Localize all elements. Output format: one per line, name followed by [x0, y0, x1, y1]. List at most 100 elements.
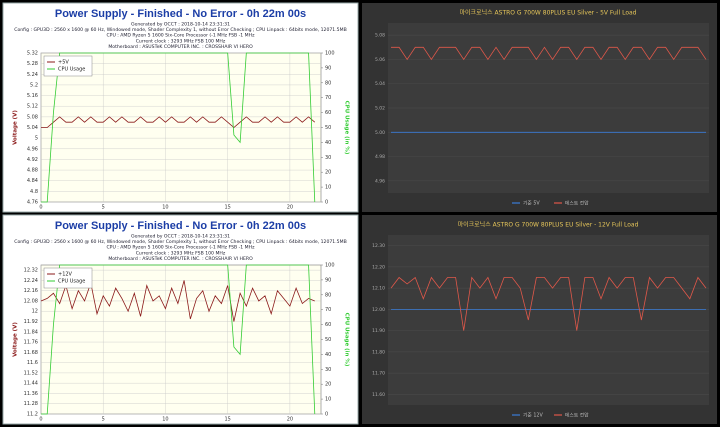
y-tick-label: 11.90 — [372, 328, 385, 334]
y2-tick-label: 0 — [325, 412, 328, 418]
legend-label: CPU Usage — [58, 279, 85, 285]
y-tick-label: 11.52 — [24, 370, 38, 376]
y-axis-label: Voltage (V) — [13, 110, 19, 145]
info-line: Generated by OCCT : 2018-10-14 23:31:31 — [131, 234, 230, 240]
info-line: Motherboard : ASUSTeK COMPUTER INC. : CR… — [108, 44, 253, 50]
y-tick-label: 12.32 — [24, 268, 38, 274]
y2-tick-label: 20 — [325, 382, 331, 388]
y2-axis-label: CPU Usage (in %) — [344, 313, 350, 367]
x-tick-label: 15 — [224, 417, 230, 423]
legend-label: 테스트 전압 — [565, 412, 589, 419]
y2-tick-label: 100 — [325, 51, 335, 57]
data-line — [41, 264, 316, 415]
chart-panel: 마이크로닉스 ASTRO G 700W 80PLUS EU Silver - 5… — [362, 3, 717, 212]
chart-title: Power Supply - Finished - No Error - 0h … — [55, 8, 306, 20]
y-tick-label: 5.08 — [27, 114, 38, 120]
y-tick-label: 12.24 — [24, 278, 38, 284]
x-tick-label: 0 — [39, 205, 42, 211]
y2-tick-label: 50 — [325, 125, 331, 131]
info-line: Current clock : 3293 MHz FSB 100 MHz — [136, 38, 226, 44]
y-tick-label: 5.08 — [375, 33, 385, 39]
y-tick-label: 11.76 — [24, 340, 38, 346]
y-tick-label: 11.28 — [24, 401, 38, 407]
chart-panel: Power Supply - Finished - No Error - 0h … — [2, 2, 359, 213]
y-tick-label: 5 — [35, 136, 38, 142]
y2-tick-label: 40 — [325, 140, 331, 146]
y-tick-label: 4.96 — [375, 178, 385, 184]
y-tick-label: 12.16 — [24, 288, 38, 294]
info-line: CPU : AMD Ryzen 5 1600 Six-Core Processo… — [106, 33, 255, 39]
data-line — [41, 52, 316, 203]
y-tick-label: 4.84 — [27, 178, 38, 184]
y-tick-label: 11.36 — [24, 391, 38, 397]
y-tick-label: 11.92 — [24, 319, 38, 325]
chart-panel: 마이크로닉스 ASTRO G 700W 80PLUS EU Silver - 1… — [362, 215, 717, 424]
y-tick-label: 11.6 — [27, 360, 38, 366]
y-tick-label: 11.84 — [24, 329, 38, 335]
x-tick-label: 0 — [39, 417, 42, 423]
x-tick-label: 10 — [162, 205, 168, 211]
y-tick-label: 11.70 — [372, 371, 385, 377]
y2-tick-label: 0 — [325, 200, 328, 206]
legend-label: 테스트 전압 — [565, 200, 589, 207]
legend-label: +12V — [58, 272, 73, 278]
legend-box — [43, 267, 93, 289]
legend-box — [43, 55, 93, 77]
y2-tick-label: 30 — [325, 367, 331, 373]
y-tick-label: 5.02 — [375, 106, 385, 112]
y-tick-label: 5.16 — [27, 93, 38, 99]
y-tick-label: 12.10 — [372, 286, 385, 292]
y-tick-label: 12.20 — [372, 264, 385, 270]
y-tick-label: 4.96 — [27, 146, 38, 152]
y2-tick-label: 60 — [325, 322, 331, 328]
y-tick-label: 11.60 — [372, 392, 385, 398]
legend-label: +5V — [58, 60, 69, 66]
y-tick-label: 12 — [32, 309, 38, 315]
y2-tick-label: 40 — [325, 352, 331, 358]
y-tick-label: 11.68 — [24, 350, 38, 356]
x-tick-label: 20 — [287, 417, 293, 423]
y-tick-label: 12.30 — [372, 243, 385, 249]
y-tick-label: 11.80 — [372, 349, 385, 355]
y-tick-label: 11.2 — [27, 412, 38, 418]
y-tick-label: 5.28 — [27, 61, 38, 67]
y-tick-label: 4.88 — [27, 168, 38, 174]
y2-tick-label: 10 — [325, 397, 331, 403]
y2-tick-label: 90 — [325, 65, 331, 71]
data-line — [41, 116, 316, 129]
chart-title: 마이크로닉스 ASTRO G 700W 80PLUS EU Silver - 5… — [460, 9, 637, 17]
y2-tick-label: 100 — [325, 263, 335, 269]
y-tick-label: 5.06 — [375, 57, 385, 63]
y2-tick-label: 20 — [325, 170, 331, 176]
chart-panel: Power Supply - Finished - No Error - 0h … — [2, 214, 359, 425]
y2-axis-label: CPU Usage (in %) — [344, 101, 350, 155]
chart-title: Power Supply - Finished - No Error - 0h … — [55, 220, 306, 232]
y2-tick-label: 80 — [325, 292, 331, 298]
data-line — [390, 276, 707, 331]
x-tick-label: 5 — [102, 417, 105, 423]
y-tick-label: 11.44 — [24, 381, 38, 387]
y-tick-label: 12.00 — [372, 307, 385, 313]
info-line: Current clock : 3293 MHz FSB 100 MHz — [136, 250, 226, 256]
info-line: Config : GPU3D : 2560 x 1600 @ 60 Hz, Wi… — [14, 239, 346, 245]
y2-tick-label: 90 — [325, 277, 331, 283]
info-line: Motherboard : ASUSTeK COMPUTER INC. : CR… — [108, 256, 253, 262]
y-tick-label: 5.12 — [27, 104, 38, 110]
y-tick-label: 5.24 — [27, 72, 38, 78]
y-tick-label: 4.76 — [27, 200, 38, 206]
y-tick-label: 5.04 — [375, 81, 385, 87]
y-tick-label: 12.08 — [24, 298, 38, 304]
y-tick-label: 5.04 — [27, 125, 38, 131]
legend-label: CPU Usage — [58, 67, 85, 73]
y-tick-label: 4.98 — [375, 154, 385, 160]
info-line: Generated by OCCT : 2018-10-14 23:31:31 — [131, 22, 230, 28]
y2-tick-label: 10 — [325, 185, 331, 191]
legend-label: 기준 5V — [523, 200, 540, 207]
y-tick-label: 4.8 — [30, 189, 38, 195]
x-tick-label: 10 — [162, 417, 168, 423]
x-tick-label: 15 — [224, 205, 230, 211]
info-line: CPU : AMD Ryzen 5 1600 Six-Core Processo… — [106, 245, 255, 251]
y2-tick-label: 80 — [325, 80, 331, 86]
